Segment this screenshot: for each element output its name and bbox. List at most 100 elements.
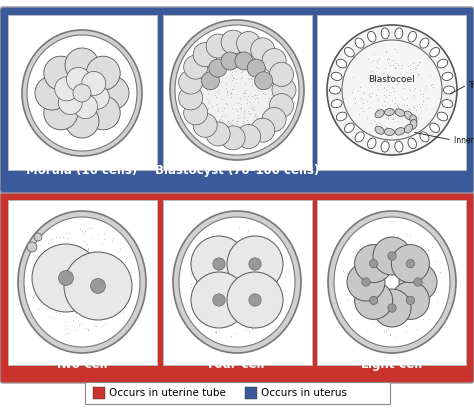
- Point: [219, 65, 227, 71]
- Point: [246, 327, 253, 334]
- FancyBboxPatch shape: [0, 192, 474, 383]
- Point: [401, 239, 409, 246]
- Point: [224, 87, 231, 94]
- Point: [390, 127, 398, 133]
- Point: [370, 288, 377, 295]
- Point: [385, 297, 393, 303]
- Ellipse shape: [404, 124, 413, 133]
- Point: [203, 66, 211, 73]
- Point: [234, 261, 241, 268]
- Bar: [8, 15, 157, 170]
- Point: [61, 237, 69, 244]
- Point: [248, 62, 255, 69]
- Point: [410, 93, 418, 100]
- Ellipse shape: [355, 38, 364, 48]
- Point: [242, 89, 249, 96]
- Point: [359, 278, 366, 285]
- Point: [236, 56, 244, 63]
- Point: [105, 284, 113, 291]
- Point: [74, 317, 82, 324]
- Point: [44, 240, 51, 247]
- Point: [82, 325, 90, 331]
- Point: [228, 120, 236, 127]
- Point: [382, 86, 390, 93]
- Point: [412, 107, 420, 114]
- Ellipse shape: [24, 217, 140, 347]
- Point: [348, 88, 356, 95]
- Point: [64, 234, 72, 241]
- Point: [381, 103, 389, 109]
- Point: [204, 105, 212, 111]
- Point: [278, 88, 285, 95]
- Point: [212, 259, 219, 266]
- Point: [268, 107, 276, 114]
- Point: [222, 262, 230, 269]
- Point: [252, 119, 260, 125]
- Point: [212, 329, 219, 336]
- Ellipse shape: [337, 112, 347, 121]
- Point: [200, 70, 207, 76]
- Ellipse shape: [367, 32, 376, 42]
- Point: [391, 46, 398, 52]
- Point: [232, 106, 239, 112]
- Point: [268, 80, 276, 86]
- Point: [428, 244, 436, 251]
- Circle shape: [249, 258, 261, 270]
- Point: [241, 80, 248, 87]
- Point: [234, 108, 241, 115]
- Point: [237, 104, 245, 111]
- Point: [252, 115, 259, 121]
- Point: [86, 284, 94, 290]
- Point: [264, 290, 271, 296]
- Point: [82, 242, 90, 248]
- Point: [411, 85, 419, 92]
- Point: [272, 92, 280, 98]
- Point: [383, 78, 391, 85]
- Point: [247, 246, 255, 252]
- Point: [201, 298, 209, 304]
- Point: [55, 288, 63, 294]
- Ellipse shape: [328, 211, 456, 353]
- Point: [80, 290, 87, 297]
- Point: [209, 103, 216, 110]
- Point: [396, 239, 403, 246]
- Point: [65, 256, 73, 262]
- Point: [61, 280, 69, 286]
- Point: [391, 88, 398, 95]
- Circle shape: [213, 258, 225, 270]
- Point: [200, 58, 207, 65]
- Point: [346, 277, 354, 284]
- Point: [249, 105, 257, 112]
- Bar: [317, 15, 466, 170]
- Point: [70, 238, 78, 245]
- Point: [86, 290, 94, 296]
- Point: [244, 309, 252, 316]
- Point: [359, 108, 366, 115]
- Point: [256, 49, 264, 56]
- Point: [375, 56, 383, 63]
- Point: [374, 56, 381, 63]
- Point: [375, 123, 383, 129]
- Point: [384, 115, 392, 121]
- Ellipse shape: [345, 123, 354, 132]
- Point: [230, 75, 237, 82]
- Point: [73, 310, 80, 317]
- Point: [231, 47, 239, 54]
- Point: [254, 92, 261, 98]
- Point: [63, 322, 70, 329]
- Point: [253, 274, 260, 281]
- Point: [234, 100, 241, 106]
- Circle shape: [183, 55, 208, 79]
- Point: [262, 240, 269, 247]
- Point: [207, 78, 215, 84]
- Point: [383, 74, 391, 81]
- Point: [245, 75, 252, 82]
- Point: [380, 84, 388, 90]
- Point: [376, 110, 384, 117]
- Point: [248, 93, 256, 100]
- Point: [212, 78, 220, 84]
- Point: [209, 62, 216, 69]
- Point: [216, 117, 223, 123]
- Point: [243, 39, 250, 46]
- Point: [248, 76, 256, 83]
